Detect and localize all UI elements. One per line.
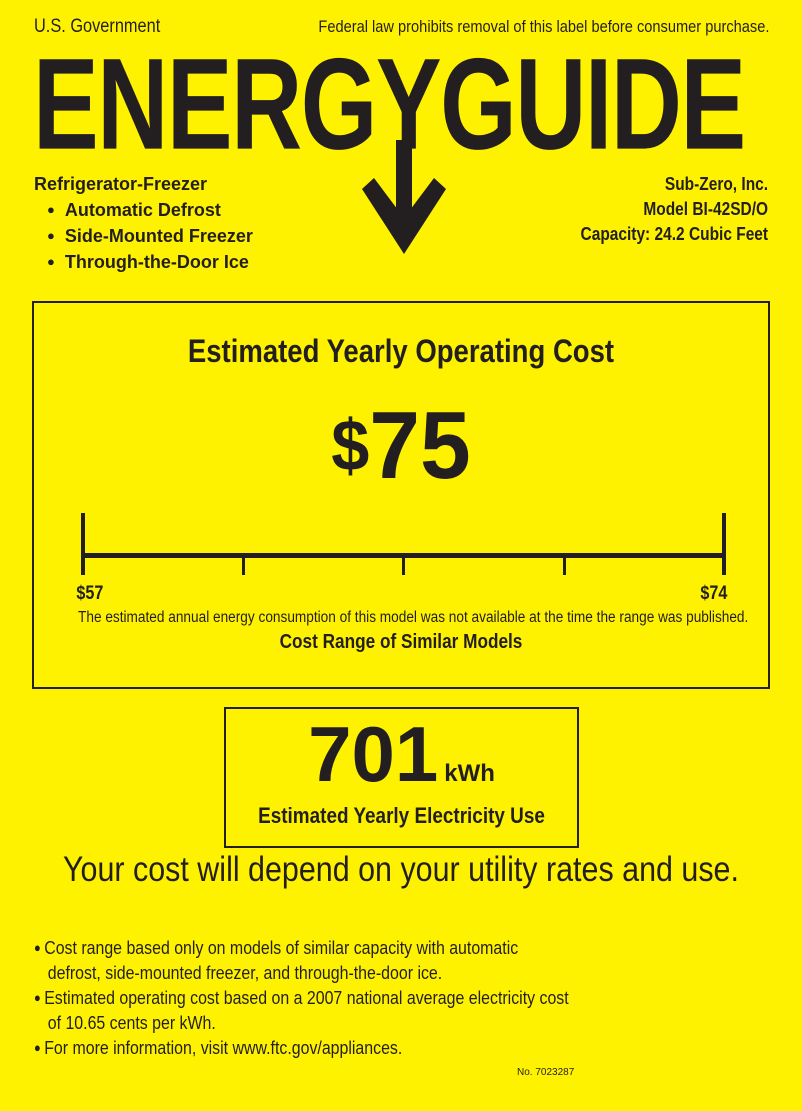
scale-tick: [242, 555, 245, 575]
range-max: $74: [700, 583, 728, 604]
feature-item: Side-Mounted Freezer: [47, 223, 253, 249]
cost-range-scale: [81, 513, 726, 575]
kwh-unit: kWh: [444, 760, 495, 787]
feature-item: Automatic Defrost: [47, 197, 253, 223]
arrow-down-icon: [362, 140, 446, 254]
scale-tick: [402, 555, 405, 575]
feature-item: Through-the-Door Ice: [47, 249, 253, 275]
range-min: $57: [76, 583, 104, 604]
label-number: No. 7023287: [517, 1067, 575, 1078]
product-type: Refrigerator-Freezer: [34, 174, 208, 194]
footnotes: Cost range based only on models of simil…: [34, 935, 572, 1060]
model: Model BI-42SD/O: [643, 199, 768, 219]
range-title: Cost Range of Similar Models: [279, 631, 523, 653]
currency-symbol: $: [331, 406, 370, 486]
scale-end-tick: [81, 513, 85, 575]
scale-end-tick: [722, 513, 726, 575]
legal-notice: Federal law prohibits removal of this la…: [317, 17, 769, 36]
range-note: The estimated annual energy consumption …: [78, 609, 749, 626]
scale-tick: [563, 555, 566, 575]
cost-title: Estimated Yearly Operating Cost: [187, 333, 615, 369]
cost-value: $75: [52, 391, 749, 501]
manufacturer: Sub-Zero, Inc.: [664, 174, 768, 194]
cost-amount: 75: [369, 392, 471, 499]
disclaimer: Your cost will depend on your utility ra…: [63, 850, 739, 889]
capacity: Capacity: 24.2 Cubic Feet: [580, 224, 768, 244]
issuer-text: U.S. Government: [34, 16, 161, 37]
kwh-label: Estimated Yearly Electricity Use: [258, 803, 545, 828]
footnote-item: Cost range based only on models of simil…: [34, 935, 572, 985]
energyguide-logo: ENERGYGUIDE: [33, 32, 746, 177]
footnote-item: Estimated operating cost based on a 2007…: [34, 985, 572, 1035]
kwh-value: 701 kWh: [226, 715, 577, 793]
product-features: Refrigerator-Freezer Automatic Defrost S…: [34, 172, 253, 275]
electricity-use-box: 701 kWh Estimated Yearly Electricity Use: [224, 707, 579, 848]
manufacturer-info: Sub-Zero, Inc. Model BI-42SD/O Capacity:…: [580, 172, 768, 247]
operating-cost-box: Estimated Yearly Operating Cost $75 $57 …: [32, 301, 770, 689]
footnote-item: For more information, visit www.ftc.gov/…: [34, 1035, 572, 1060]
kwh-amount: 701: [308, 710, 439, 798]
